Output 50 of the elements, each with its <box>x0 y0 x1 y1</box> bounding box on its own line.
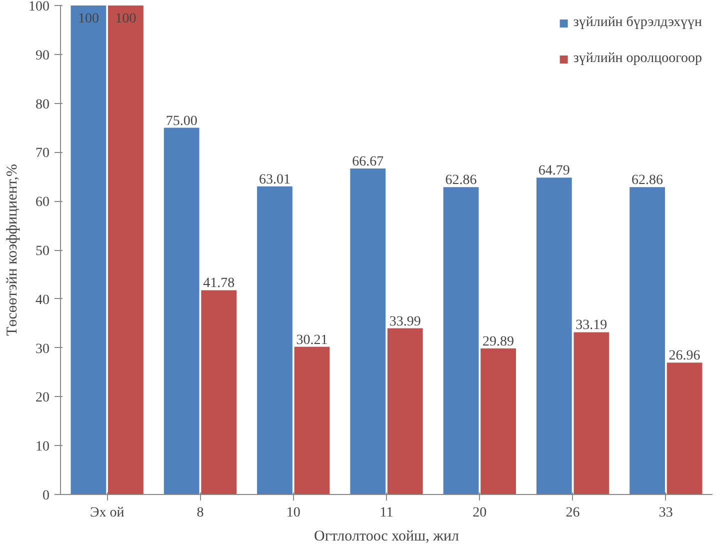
y-tick-label: 70 <box>36 146 50 162</box>
data-label: 66.67 <box>352 154 384 170</box>
data-label: 62.86 <box>445 173 477 188</box>
data-label: 75.00 <box>166 114 198 129</box>
y-tick-label: 10 <box>36 440 50 455</box>
bar <box>666 362 702 494</box>
y-tick-label: 50 <box>36 244 50 259</box>
bar <box>350 168 386 494</box>
bar <box>480 348 516 494</box>
y-tick-label: 30 <box>36 342 50 357</box>
data-label: 64.79 <box>538 164 570 179</box>
bar <box>257 186 292 494</box>
data-label: 100 <box>115 12 136 26</box>
bar <box>201 290 237 494</box>
data-label: 26.96 <box>668 348 700 364</box>
legend-label: зүйлийн оролцоогоор <box>573 51 702 67</box>
bar <box>108 6 144 494</box>
data-label: 100 <box>78 12 99 26</box>
x-tick-label: 26 <box>566 506 580 520</box>
bar <box>443 187 479 494</box>
data-label: 30.21 <box>296 332 328 348</box>
bar <box>574 332 610 494</box>
x-tick-label: 11 <box>380 506 394 520</box>
bar <box>630 187 665 494</box>
bar <box>536 178 572 494</box>
x-axis-title: Огтлолтоос хойш, жил <box>314 528 460 544</box>
bar <box>70 6 106 494</box>
x-tick-label: Эх ой <box>90 506 125 520</box>
y-tick-label: 80 <box>36 97 50 112</box>
data-label: 33.19 <box>576 318 608 334</box>
y-tick-label: 40 <box>36 292 50 308</box>
bar <box>387 328 423 494</box>
y-tick-label: 20 <box>36 390 50 406</box>
data-label: 63.01 <box>258 172 290 188</box>
bar <box>164 128 200 494</box>
bar <box>294 346 330 494</box>
x-tick-label: 8 <box>196 506 204 520</box>
y-tick-label: 60 <box>36 195 50 210</box>
x-tick-label: 33 <box>658 506 673 520</box>
data-label: 33.99 <box>389 314 421 330</box>
x-tick-label: 20 <box>472 506 487 520</box>
y-tick-label: 100 <box>28 0 50 14</box>
y-axis-title: Төсөөтэйн коэффициент,% <box>4 164 20 336</box>
data-label: 62.86 <box>632 173 664 188</box>
data-label: 29.89 <box>482 334 514 350</box>
y-tick-label: 0 <box>42 488 50 504</box>
legend-label: зүйлийн бүрэлдэхүүн <box>573 15 702 31</box>
y-tick-label: 90 <box>36 48 50 64</box>
data-label: 41.78 <box>203 276 235 292</box>
x-tick-label: 10 <box>286 506 300 520</box>
